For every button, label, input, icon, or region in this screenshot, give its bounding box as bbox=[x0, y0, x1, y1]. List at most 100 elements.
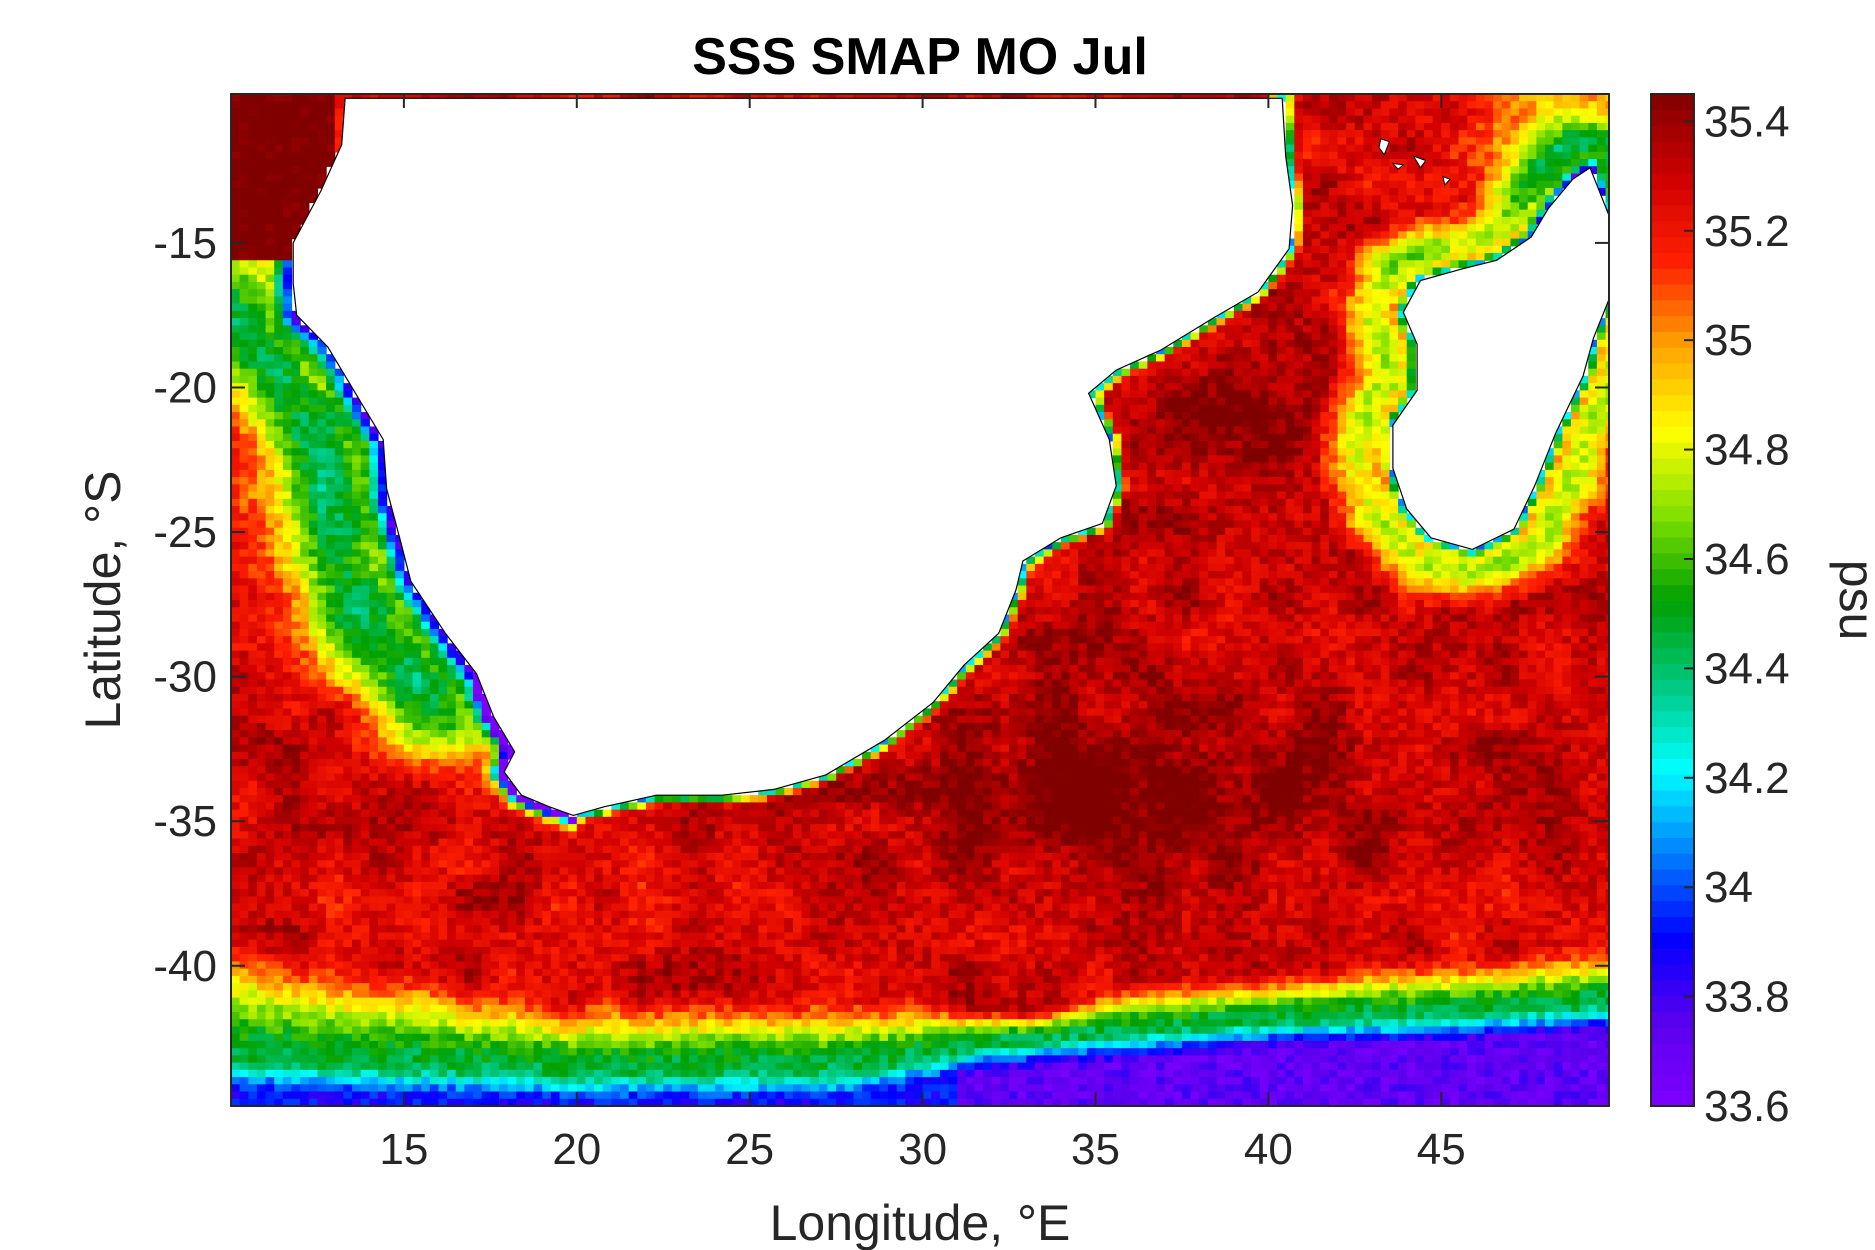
heatmap-cell bbox=[1415, 650, 1425, 659]
heatmap-cell bbox=[1596, 390, 1607, 399]
heatmap-cell bbox=[1277, 260, 1287, 269]
heatmap-cell bbox=[1605, 433, 1609, 442]
heatmap-cell bbox=[1302, 231, 1313, 240]
heatmap-cell bbox=[1302, 614, 1313, 623]
heatmap-cell bbox=[1225, 643, 1235, 652]
heatmap-cell bbox=[1164, 498, 1174, 507]
heatmap-cell bbox=[1588, 585, 1598, 594]
heatmap-cell bbox=[317, 137, 327, 146]
heatmap-cell bbox=[1449, 115, 1460, 124]
heatmap-cell bbox=[291, 375, 301, 384]
heatmap-cell bbox=[291, 383, 301, 391]
heatmap-cell bbox=[1346, 216, 1356, 225]
heatmap-cell bbox=[274, 397, 284, 406]
heatmap-cell bbox=[369, 462, 379, 471]
heatmap-cell bbox=[1078, 578, 1088, 587]
heatmap-cell bbox=[1484, 563, 1494, 572]
heatmap-cell bbox=[1475, 563, 1486, 572]
heatmap-cell bbox=[1147, 462, 1157, 471]
heatmap-cell bbox=[343, 397, 353, 406]
heatmap-cell bbox=[239, 195, 249, 204]
heatmap-cell bbox=[1380, 303, 1391, 312]
heatmap-cell bbox=[1519, 195, 1529, 204]
heatmap-cell bbox=[1216, 542, 1226, 550]
heatmap-cell bbox=[317, 390, 327, 399]
heatmap-cell bbox=[282, 180, 293, 189]
heatmap-cell bbox=[1216, 643, 1226, 652]
heatmap-cell bbox=[1156, 354, 1166, 363]
heatmap-cell bbox=[1346, 462, 1356, 471]
heatmap-cell bbox=[429, 686, 440, 695]
heatmap-cell bbox=[1130, 462, 1140, 471]
heatmap-cell bbox=[1372, 542, 1382, 550]
heatmap-cell bbox=[1467, 571, 1477, 579]
heatmap-cell bbox=[1588, 448, 1598, 457]
heatmap-cell bbox=[265, 216, 275, 225]
heatmap-cell bbox=[403, 686, 414, 695]
heatmap-cell bbox=[1242, 571, 1252, 579]
heatmap-cell bbox=[1398, 607, 1408, 616]
heatmap-cell bbox=[1328, 159, 1339, 167]
heatmap-cell bbox=[1545, 549, 1555, 558]
heatmap-cell bbox=[1225, 571, 1235, 579]
heatmap-cell bbox=[1173, 520, 1183, 529]
heatmap-cell bbox=[1424, 657, 1434, 666]
heatmap-cell bbox=[326, 621, 336, 630]
heatmap-cell bbox=[369, 621, 379, 630]
heatmap-cell bbox=[1596, 137, 1607, 146]
heatmap-cell bbox=[291, 686, 301, 695]
heatmap-cell bbox=[1069, 657, 1079, 666]
heatmap-cell bbox=[1605, 469, 1609, 478]
heatmap-cell bbox=[1104, 513, 1114, 522]
heatmap-cell bbox=[1294, 318, 1304, 326]
heatmap-cell bbox=[1579, 592, 1589, 601]
heatmap-cell bbox=[1259, 679, 1269, 688]
heatmap-cell bbox=[1354, 491, 1365, 500]
heatmap-cell bbox=[1346, 159, 1356, 167]
heatmap-cell bbox=[1277, 325, 1287, 334]
heatmap-cell bbox=[403, 636, 414, 644]
heatmap-cell bbox=[282, 527, 293, 536]
heatmap-cell bbox=[300, 513, 310, 522]
heatmap-cell bbox=[1406, 159, 1416, 167]
heatmap-cell bbox=[1458, 122, 1468, 131]
heatmap-cell bbox=[1346, 144, 1356, 153]
heatmap-cell bbox=[1337, 187, 1347, 196]
heatmap-cell bbox=[1138, 412, 1148, 420]
heatmap-cell bbox=[1320, 195, 1330, 204]
heatmap-cell bbox=[248, 108, 258, 117]
heatmap-cell bbox=[256, 245, 267, 254]
heatmap-cell bbox=[1545, 636, 1555, 644]
heatmap-cell bbox=[1130, 628, 1140, 637]
heatmap-cell bbox=[1199, 657, 1209, 666]
heatmap-cell bbox=[1216, 426, 1226, 435]
heatmap-cell bbox=[282, 672, 293, 681]
heatmap-cell bbox=[1493, 636, 1503, 644]
heatmap-cell bbox=[343, 520, 353, 529]
heatmap-cell bbox=[291, 325, 301, 334]
heatmap-cell bbox=[1259, 397, 1269, 406]
heatmap-cell bbox=[1337, 549, 1347, 558]
heatmap-cell bbox=[1484, 628, 1494, 637]
heatmap-cell bbox=[1121, 477, 1131, 485]
heatmap-cell bbox=[1467, 101, 1477, 110]
heatmap-cell bbox=[1354, 108, 1365, 117]
heatmap-cell bbox=[274, 679, 284, 688]
heatmap-cell bbox=[1104, 665, 1114, 673]
heatmap-cell bbox=[256, 195, 267, 204]
heatmap-cell bbox=[274, 520, 284, 529]
heatmap-cell bbox=[1337, 542, 1347, 550]
heatmap-cell bbox=[248, 144, 258, 153]
heatmap-cell bbox=[1294, 310, 1304, 319]
heatmap-cell bbox=[1406, 101, 1416, 110]
heatmap-cell bbox=[265, 173, 275, 182]
heatmap-cell bbox=[1302, 440, 1313, 449]
heatmap-cell bbox=[1398, 571, 1408, 579]
heatmap-cell bbox=[438, 636, 448, 644]
heatmap-cell bbox=[1199, 600, 1209, 608]
heatmap-cell bbox=[1294, 209, 1304, 218]
heatmap-cell bbox=[1277, 397, 1287, 406]
heatmap-cell bbox=[1121, 542, 1131, 550]
heatmap-cell bbox=[282, 390, 293, 399]
